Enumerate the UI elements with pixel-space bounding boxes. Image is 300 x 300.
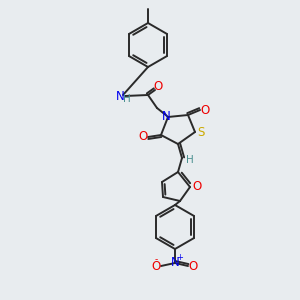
Text: -: -: [154, 256, 158, 265]
Text: O: O: [153, 80, 163, 94]
Text: +: +: [177, 254, 183, 262]
Text: O: O: [200, 103, 210, 116]
Text: H: H: [123, 94, 131, 104]
Text: O: O: [138, 130, 148, 143]
Text: O: O: [192, 181, 202, 194]
Text: N: N: [162, 110, 170, 122]
Text: H: H: [186, 155, 194, 165]
Text: N: N: [116, 89, 124, 103]
Text: O: O: [188, 260, 198, 272]
Text: O: O: [152, 260, 160, 272]
Text: N: N: [171, 256, 179, 269]
Text: S: S: [197, 125, 205, 139]
